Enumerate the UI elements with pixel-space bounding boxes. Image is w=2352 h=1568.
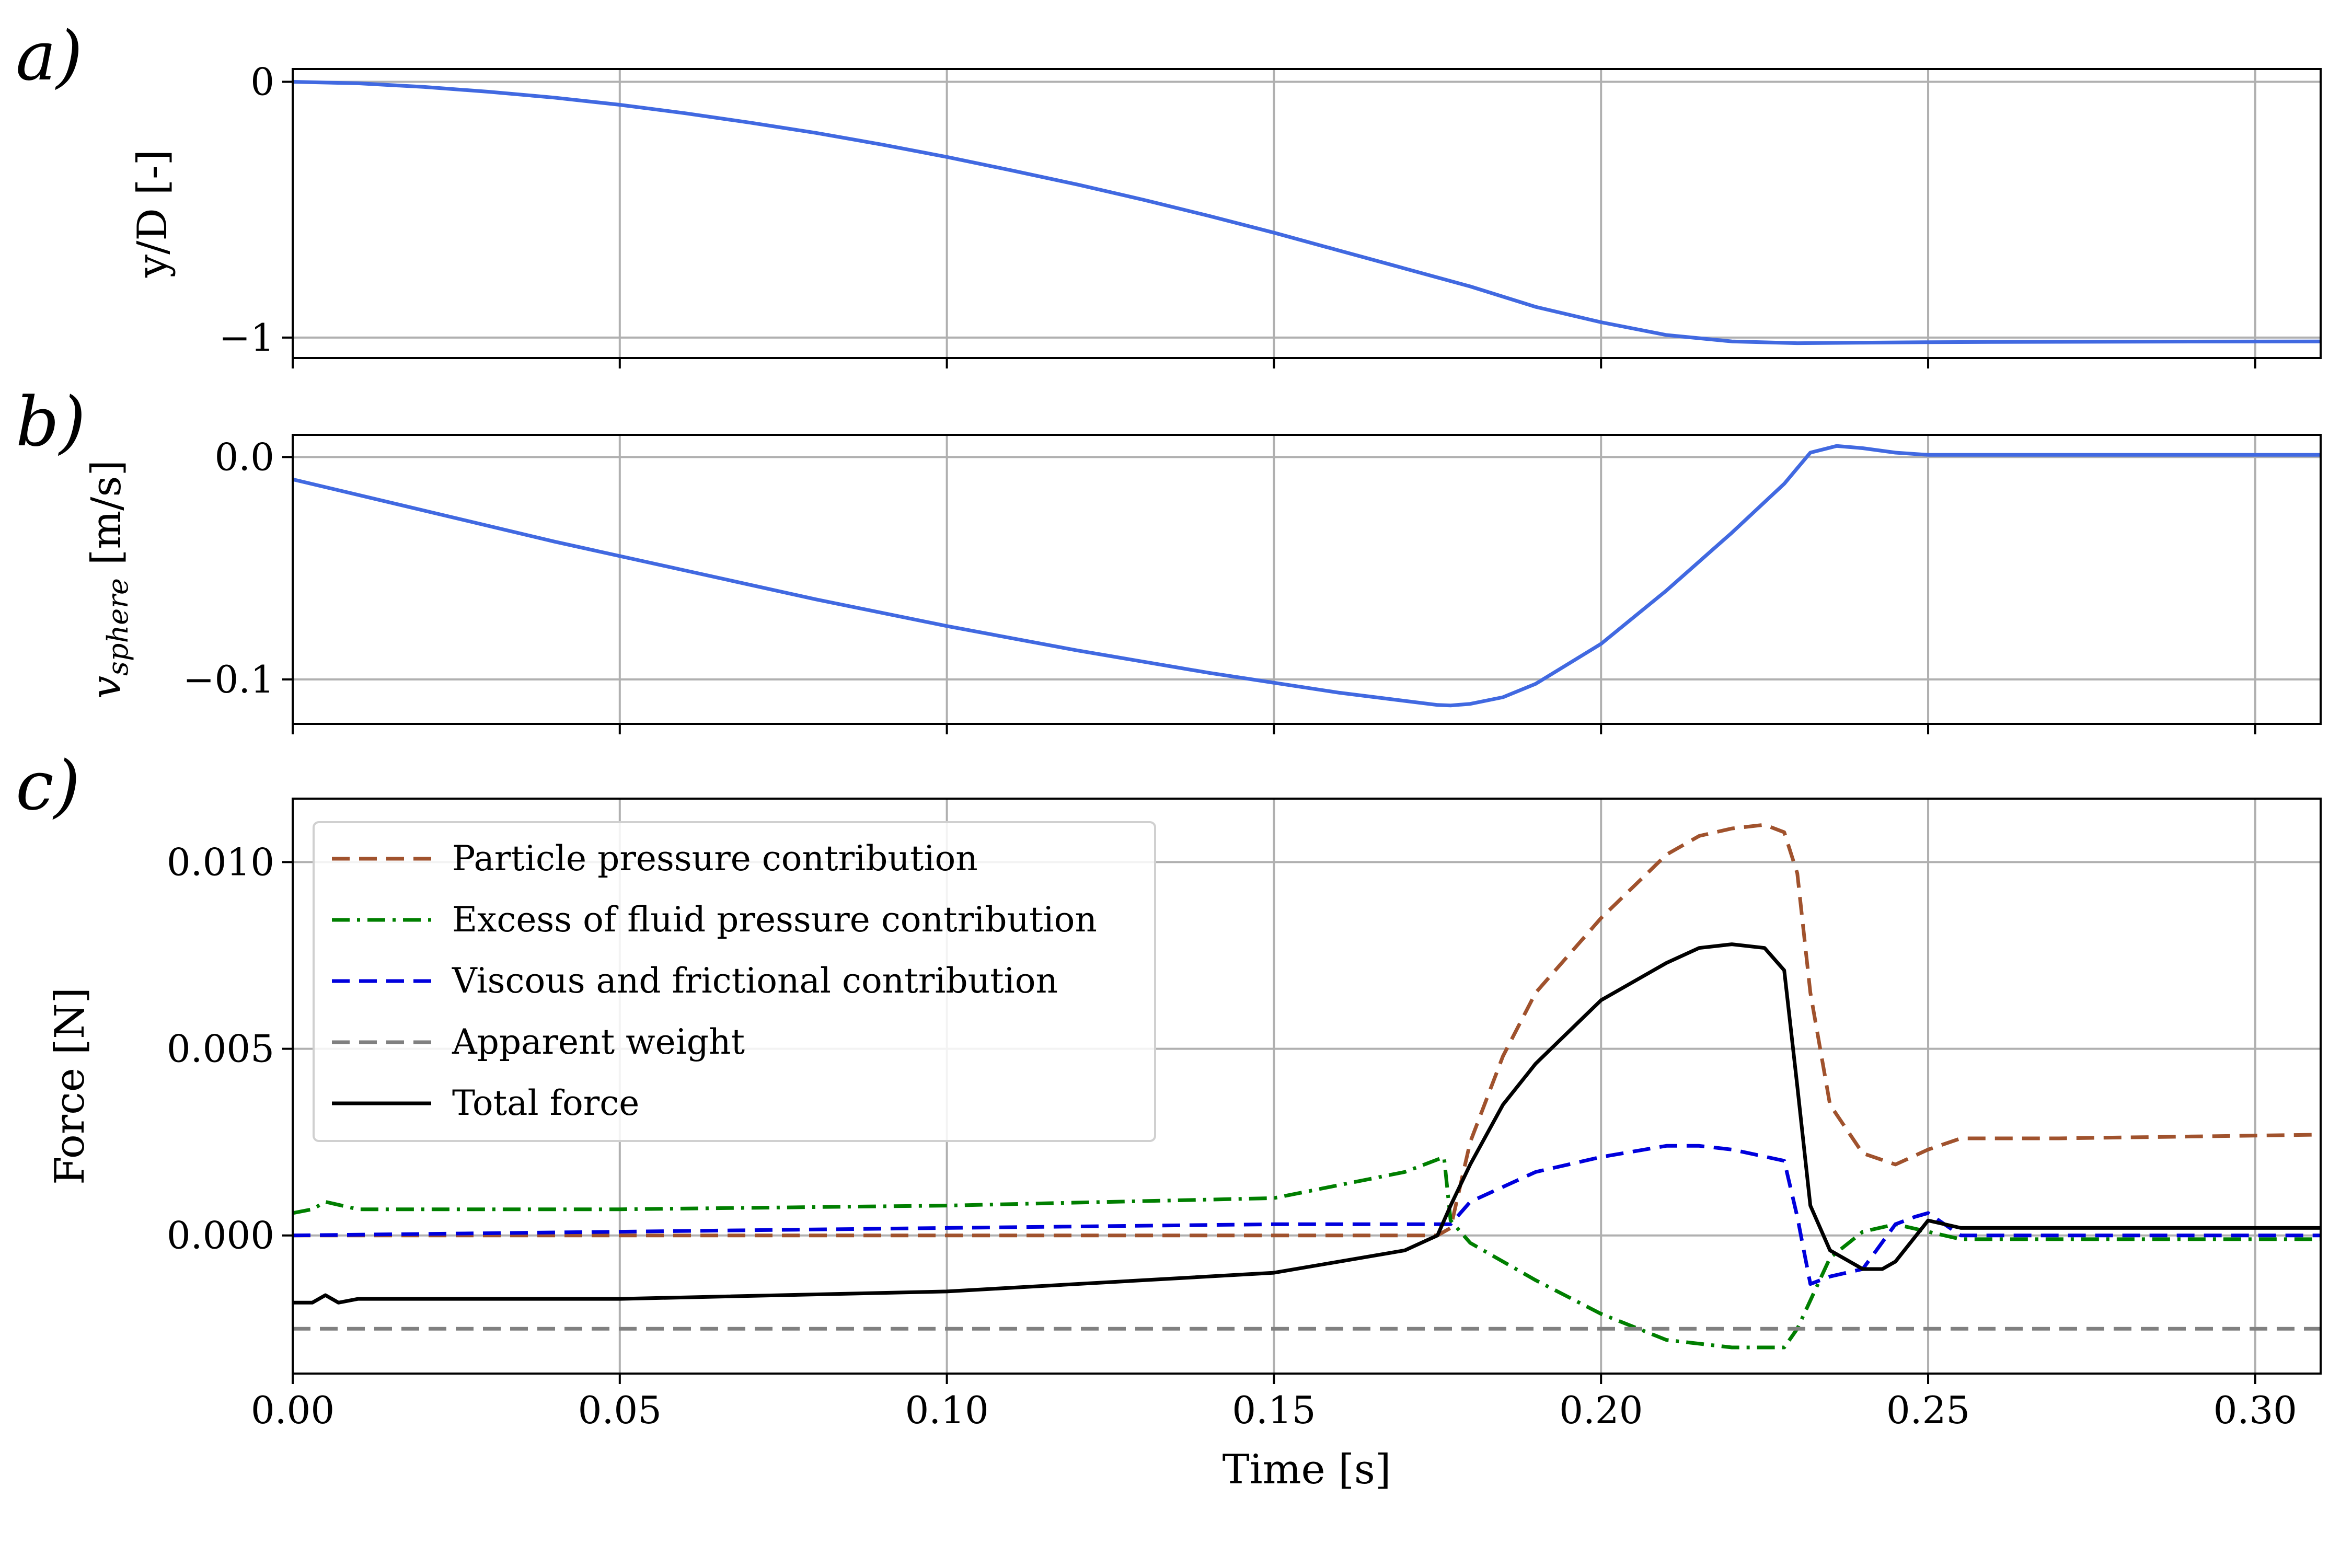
y-axis-label: Force [N] (47, 987, 94, 1185)
series-line-5 (293, 942, 2321, 1305)
x-axis-label: Time [s] (1223, 1446, 1391, 1493)
legend-label: Total force (452, 1083, 639, 1123)
series-line-2 (293, 1155, 2321, 1350)
y-tick-label: 0.000 (167, 1214, 274, 1258)
series-line-1 (293, 444, 2321, 708)
y-tick-label: 0.005 (167, 1027, 274, 1071)
y-tick-label: −0.1 (183, 658, 274, 701)
x-tick-label: 0.05 (578, 1388, 662, 1432)
y-tick-label: −1 (219, 316, 274, 360)
x-tick-label: 0.10 (905, 1388, 988, 1432)
y-axis-label-subscript: sphere (101, 578, 134, 676)
y-axis-label: vsphere [m/s] (83, 460, 134, 699)
y-tick-label: 0.010 (167, 840, 274, 884)
panels: 0−1a)y/D [-]0.0−0.1b)vsphere [m/s]0.00 0.… (16, 16, 2322, 1493)
x-tick-label: 0.25 (1886, 1388, 1970, 1432)
panel-1: 0 −1 a) y/D [-] (16, 16, 2322, 368)
x-tick-label: 0.30 (2213, 1388, 2297, 1432)
plot-frame (292, 434, 2322, 725)
legend: Particle pressure contribution Excess of … (313, 821, 1156, 1142)
x-tick-label: 0.00 (251, 1388, 335, 1432)
legend-label: Particle pressure contribution (452, 838, 978, 879)
panel-label: b) (16, 382, 86, 462)
panel-label: a) (16, 16, 83, 96)
y-axis-label-unit: [m/s] (83, 460, 130, 578)
series-line-3 (293, 1144, 2321, 1286)
legend-label: Apparent weight (452, 1022, 745, 1062)
y-axis-label-symbol: v (83, 676, 130, 699)
series-line-1 (293, 80, 2321, 345)
y-axis-label: y/D [-] (129, 149, 176, 278)
y-tick-label: 0.0 (214, 435, 274, 479)
series-group (293, 80, 2321, 345)
series-group (293, 444, 2321, 708)
plot-frame (292, 68, 2322, 359)
plot-frame (292, 798, 2322, 1375)
panel-2: 0.0−0.1b)vsphere [m/s] (16, 382, 2322, 734)
series-line-1 (293, 823, 2321, 1238)
legend-label: Excess of fluid pressure contribution (452, 900, 1097, 940)
grid (292, 69, 2321, 358)
legend-box (313, 821, 1156, 1142)
legend-label: Viscous and frictional contribution (452, 961, 1058, 1001)
series-group (293, 823, 2321, 1350)
x-tick-label: 0.15 (1232, 1388, 1316, 1432)
grid (292, 435, 2321, 724)
panel-3: 0.00 0.05 0.10 0.15 0.20 0.25 0.30 0.000 0.005 0.… (16, 746, 2322, 1493)
panel-label: c) (16, 746, 80, 825)
y-tick-label: 0 (250, 60, 274, 103)
x-tick-label: 0.20 (1559, 1388, 1643, 1432)
